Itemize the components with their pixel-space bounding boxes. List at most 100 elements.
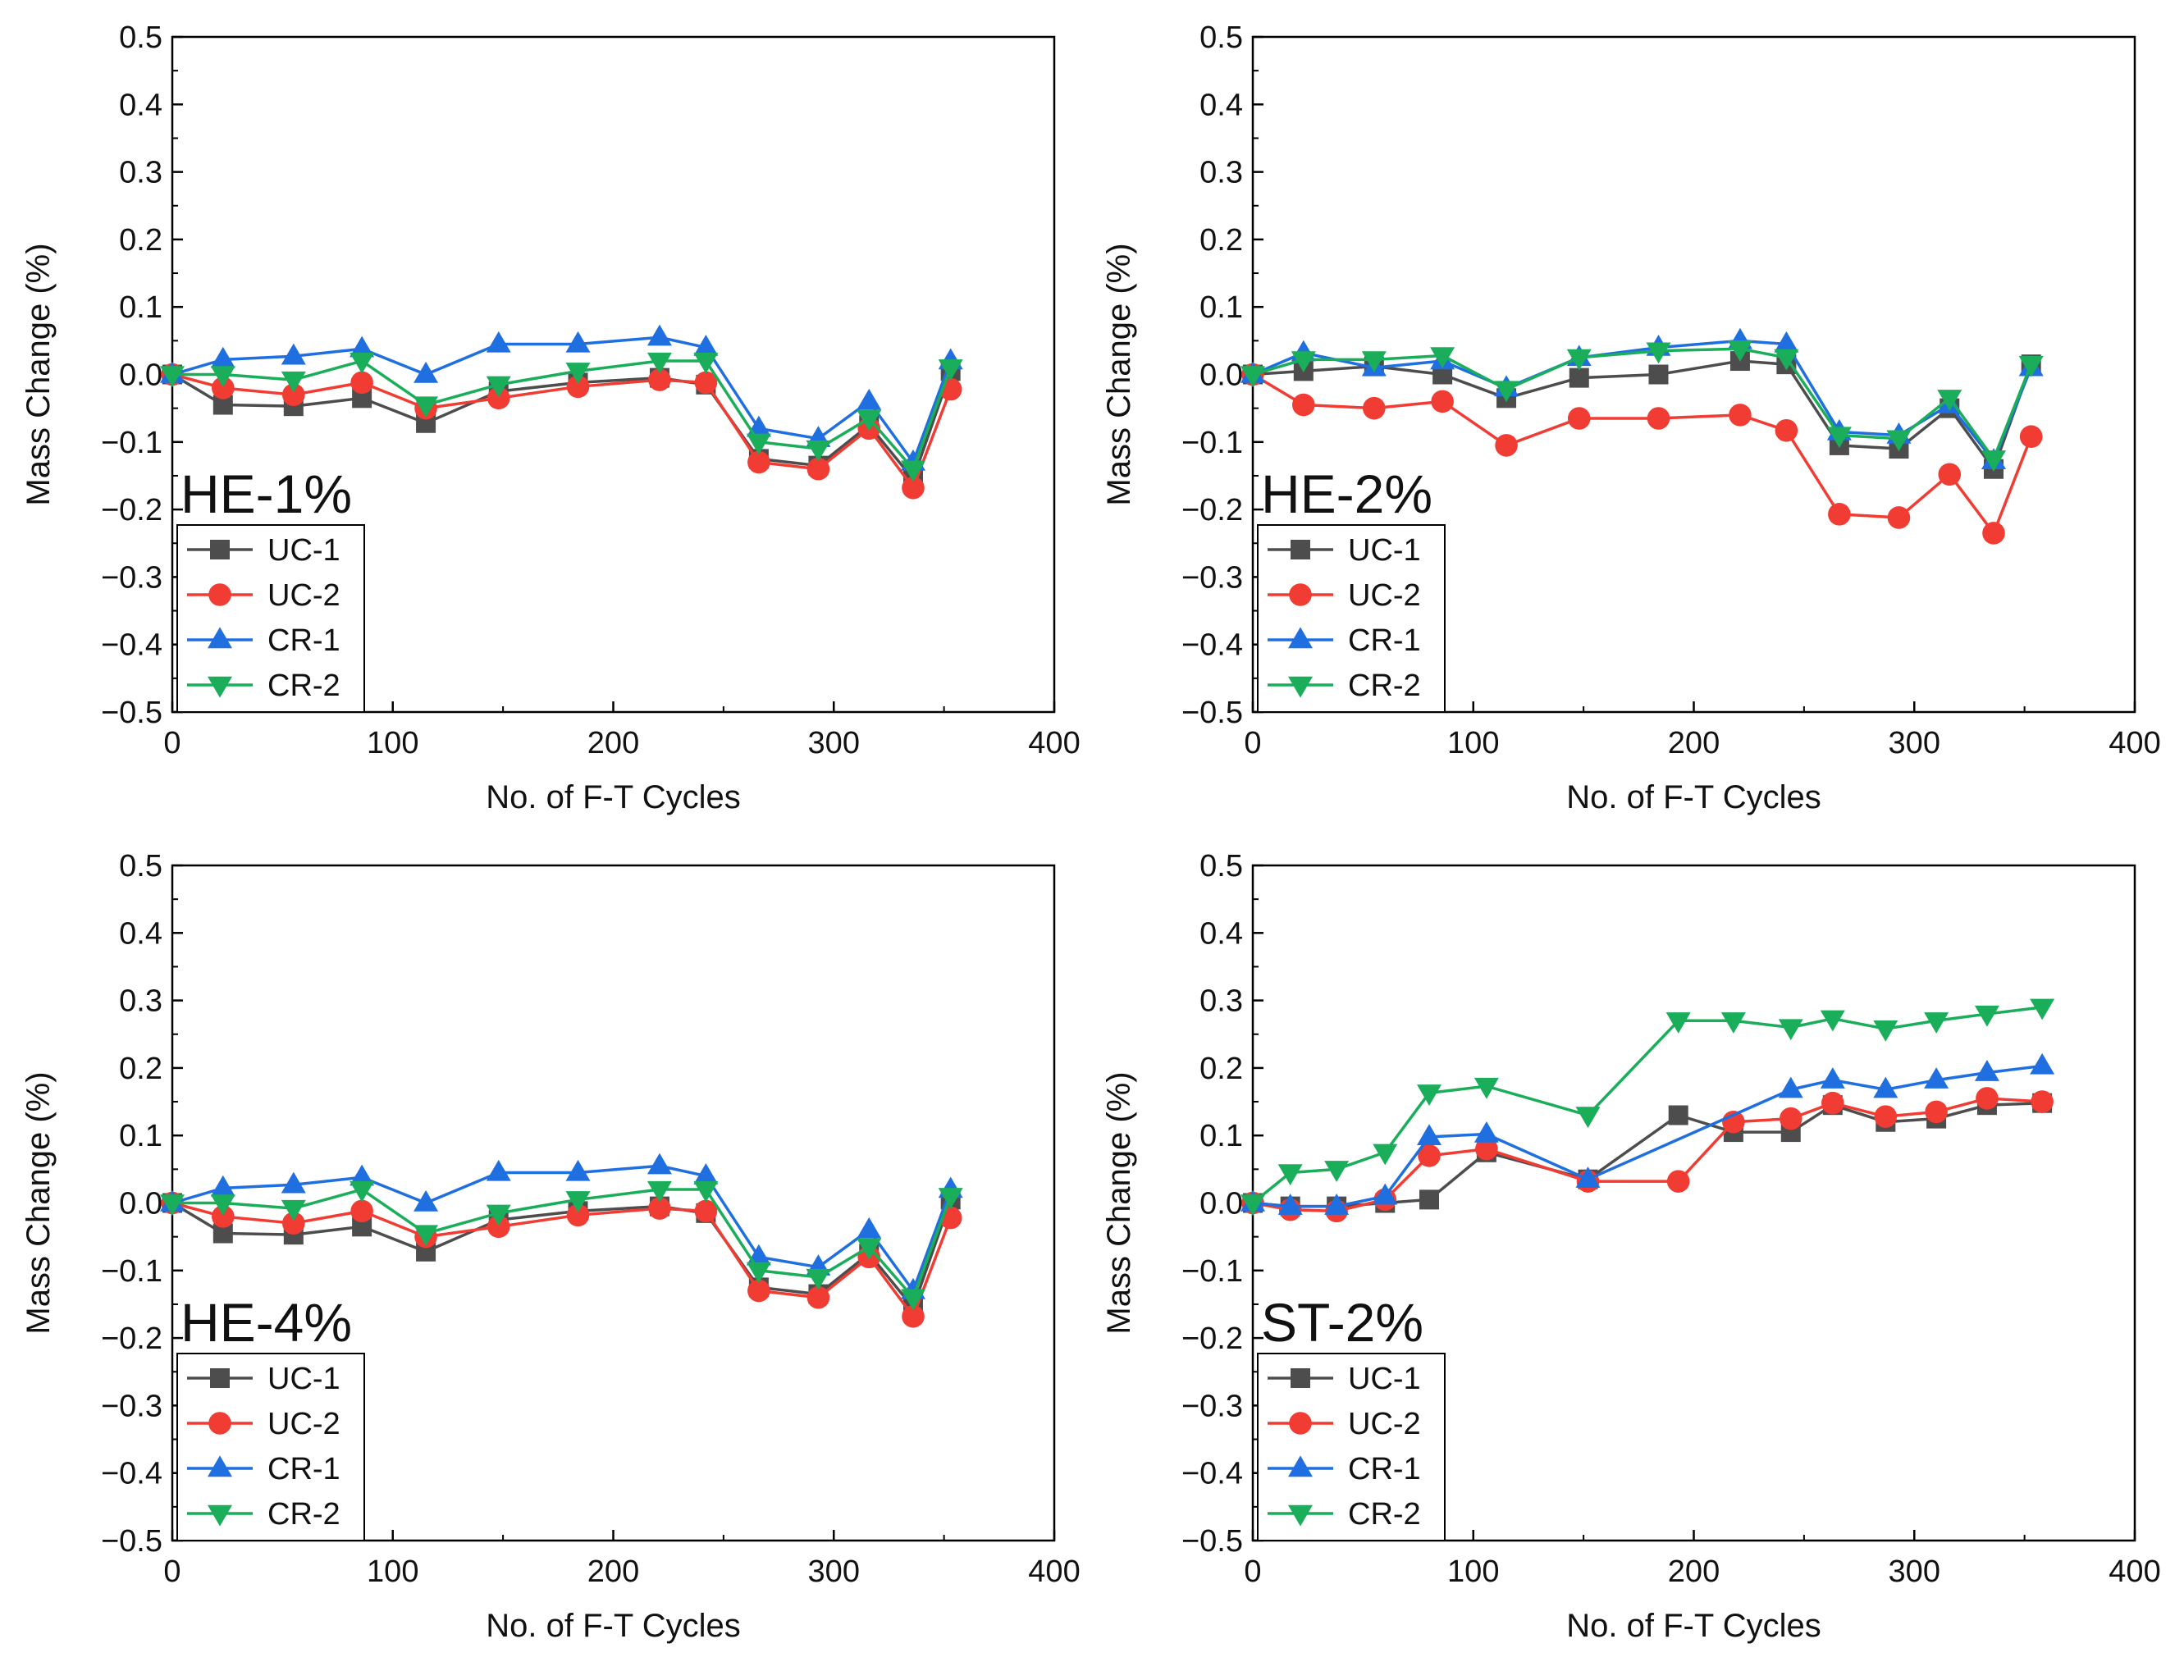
data-point [746, 1262, 771, 1284]
legend-marker [1288, 1455, 1313, 1477]
data-point [1887, 506, 1911, 529]
x-tick-label: 200 [1668, 1554, 1720, 1589]
data-point [1974, 1005, 1999, 1027]
legend-label: UC-1 [267, 533, 340, 568]
y-axis-label: Mass Change (%) [21, 243, 57, 505]
data-point [693, 334, 719, 356]
legend-marker [210, 540, 230, 559]
x-axis-label: No. of F-T Cycles [486, 1608, 740, 1644]
data-point [806, 440, 831, 462]
data-point [1361, 351, 1387, 372]
y-tick-label: 0.3 [1199, 984, 1243, 1019]
data-point [1495, 434, 1518, 457]
data-point [1727, 340, 1752, 362]
y-axis-label: Mass Change (%) [1101, 1071, 1137, 1334]
data-point [1417, 1084, 1442, 1106]
data-point [1774, 331, 1799, 353]
y-tick-label: −0.3 [101, 1389, 162, 1423]
y-tick-label: 0.4 [1199, 88, 1243, 122]
x-axis-label: No. of F-T Cycles [1566, 779, 1821, 815]
data-point [350, 352, 375, 374]
series-line [1252, 1101, 2043, 1208]
series-uc-2 [1241, 363, 2043, 545]
data-point [857, 388, 882, 410]
data-point [902, 476, 925, 500]
y-tick-label: 0.2 [1199, 1052, 1243, 1086]
legend-marker [208, 1412, 231, 1435]
data-point [806, 1268, 831, 1290]
data-point [2030, 1052, 2055, 1075]
data-point [1937, 390, 1962, 411]
data-point [647, 324, 672, 346]
data-point [901, 1289, 925, 1311]
y-axis-label: Mass Change (%) [21, 1071, 57, 1334]
x-tick-label: 400 [1028, 1554, 1080, 1589]
x-tick-label: 200 [587, 1554, 639, 1589]
legend-box [1257, 524, 1446, 713]
data-point [1924, 1067, 1949, 1089]
y-tick-label: −0.4 [101, 1457, 162, 1491]
data-point [857, 1238, 882, 1260]
legend-label: CR-2 [267, 669, 340, 703]
x-tick-label: 0 [163, 726, 180, 760]
data-point [1981, 450, 2006, 472]
y-tick-label: −0.2 [101, 493, 162, 527]
x-tick-label: 0 [1244, 1554, 1261, 1589]
data-point [1668, 1105, 1688, 1125]
y-tick-label: 0.4 [1199, 916, 1243, 951]
legend-marker [208, 627, 232, 649]
legend-box [1257, 1353, 1446, 1541]
x-tick-label: 400 [2109, 726, 2160, 760]
series-line [172, 1188, 953, 1299]
data-point [1494, 381, 1519, 403]
data-point [1982, 522, 2005, 545]
data-point [486, 1204, 511, 1226]
series-uc-1 [1243, 351, 2041, 479]
data-point [1976, 1087, 1999, 1110]
data-point [857, 409, 882, 431]
data-point [350, 1164, 375, 1186]
data-point [487, 386, 510, 410]
legend-marker [1291, 1368, 1310, 1388]
legend-box [176, 1353, 365, 1541]
data-point [160, 366, 185, 388]
y-tick-label: 0.0 [119, 358, 162, 393]
data-point [160, 1194, 185, 1217]
legend-label: UC-1 [267, 1362, 340, 1396]
legend-label: CR-2 [1348, 669, 1421, 703]
legend-marker [208, 583, 231, 606]
data-point [1820, 1067, 1845, 1089]
x-tick-label: 100 [367, 1554, 418, 1589]
data-point [1925, 1100, 1948, 1124]
legend-marker [1291, 540, 1310, 559]
data-point [1474, 1077, 1499, 1099]
data-point [1826, 427, 1852, 449]
data-point [1828, 503, 1851, 526]
y-tick-label: −0.2 [1181, 1322, 1243, 1356]
y-tick-label: 0.2 [119, 223, 162, 258]
data-point [350, 336, 375, 358]
data-point [1886, 430, 1912, 452]
data-point [648, 1197, 671, 1220]
data-point [1729, 404, 1752, 427]
data-point [1778, 1076, 1803, 1098]
y-tick-label: 0.2 [1199, 223, 1243, 258]
data-point [901, 460, 925, 482]
data-point [210, 1175, 235, 1197]
data-point [747, 1279, 770, 1303]
data-point [806, 457, 830, 481]
data-point [2030, 998, 2055, 1020]
y-tick-label: −0.1 [1181, 426, 1243, 460]
y-tick-label: 0.2 [119, 1052, 162, 1086]
data-point [1373, 1183, 1398, 1205]
data-point [566, 1203, 590, 1227]
panel-label: HE-4% [180, 1292, 352, 1353]
legend-marker [210, 1368, 230, 1388]
x-tick-label: 300 [1889, 1554, 1940, 1589]
data-point [566, 375, 590, 399]
x-tick-label: 0 [163, 1554, 180, 1589]
y-tick-label: −0.2 [1181, 493, 1243, 527]
data-point [1277, 1164, 1303, 1186]
data-point [1873, 1020, 1898, 1042]
data-point [1575, 1107, 1601, 1129]
